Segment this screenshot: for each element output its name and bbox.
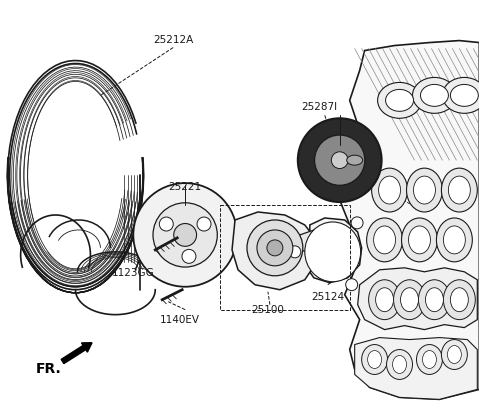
Ellipse shape (289, 246, 301, 258)
Ellipse shape (367, 218, 403, 262)
Text: 1140EV: 1140EV (160, 315, 200, 325)
Ellipse shape (153, 203, 217, 267)
Ellipse shape (442, 339, 468, 370)
Polygon shape (232, 212, 318, 290)
Ellipse shape (267, 240, 283, 256)
Polygon shape (340, 41, 480, 399)
Ellipse shape (417, 344, 443, 375)
Ellipse shape (407, 168, 443, 212)
Ellipse shape (174, 223, 197, 246)
Ellipse shape (314, 135, 365, 185)
Ellipse shape (408, 226, 431, 254)
Ellipse shape (305, 222, 360, 282)
Ellipse shape (376, 288, 394, 312)
Ellipse shape (400, 288, 419, 312)
Ellipse shape (443, 78, 480, 113)
Ellipse shape (331, 152, 348, 168)
Polygon shape (355, 338, 477, 399)
Ellipse shape (402, 218, 437, 262)
Ellipse shape (448, 176, 470, 204)
Ellipse shape (436, 218, 472, 262)
Text: FR.: FR. (36, 362, 61, 376)
Ellipse shape (159, 217, 173, 231)
Ellipse shape (257, 230, 293, 266)
Polygon shape (300, 228, 330, 255)
Polygon shape (358, 268, 477, 330)
Ellipse shape (247, 220, 303, 276)
Ellipse shape (182, 249, 196, 263)
Ellipse shape (386, 349, 412, 380)
Ellipse shape (369, 280, 400, 320)
Ellipse shape (347, 155, 363, 165)
Ellipse shape (378, 83, 421, 118)
Ellipse shape (394, 280, 425, 320)
Ellipse shape (133, 183, 237, 287)
Text: 25221: 25221 (168, 182, 202, 192)
FancyArrow shape (61, 343, 92, 364)
Ellipse shape (379, 176, 400, 204)
Ellipse shape (444, 226, 465, 254)
Ellipse shape (361, 344, 387, 375)
Text: 1123GG: 1123GG (112, 268, 155, 278)
Ellipse shape (450, 84, 478, 106)
Ellipse shape (372, 168, 408, 212)
Ellipse shape (373, 226, 396, 254)
Ellipse shape (197, 217, 211, 231)
Ellipse shape (425, 288, 444, 312)
Ellipse shape (422, 351, 436, 368)
Ellipse shape (444, 280, 475, 320)
Text: 25212A: 25212A (153, 34, 193, 44)
Polygon shape (305, 218, 361, 283)
Ellipse shape (447, 346, 461, 364)
Ellipse shape (385, 89, 413, 111)
Ellipse shape (412, 78, 456, 113)
Ellipse shape (442, 168, 477, 212)
Ellipse shape (34, 188, 123, 262)
Ellipse shape (450, 288, 468, 312)
Ellipse shape (368, 351, 382, 368)
Ellipse shape (16, 70, 135, 280)
Ellipse shape (351, 217, 363, 229)
Ellipse shape (413, 176, 435, 204)
Ellipse shape (393, 355, 407, 373)
Ellipse shape (420, 84, 448, 106)
Text: 25287I: 25287I (302, 102, 338, 112)
Ellipse shape (419, 280, 450, 320)
Text: 25124: 25124 (311, 292, 344, 302)
Text: 25100: 25100 (252, 305, 284, 315)
Ellipse shape (346, 279, 358, 291)
Ellipse shape (298, 118, 382, 202)
